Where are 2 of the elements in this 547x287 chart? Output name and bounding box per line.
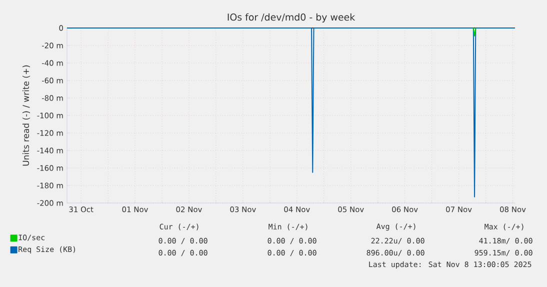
chart-title: IOs for /dev/md0 - by week [228, 13, 356, 22]
y-axis-title: Units read (-) / write (+) [22, 65, 30, 166]
